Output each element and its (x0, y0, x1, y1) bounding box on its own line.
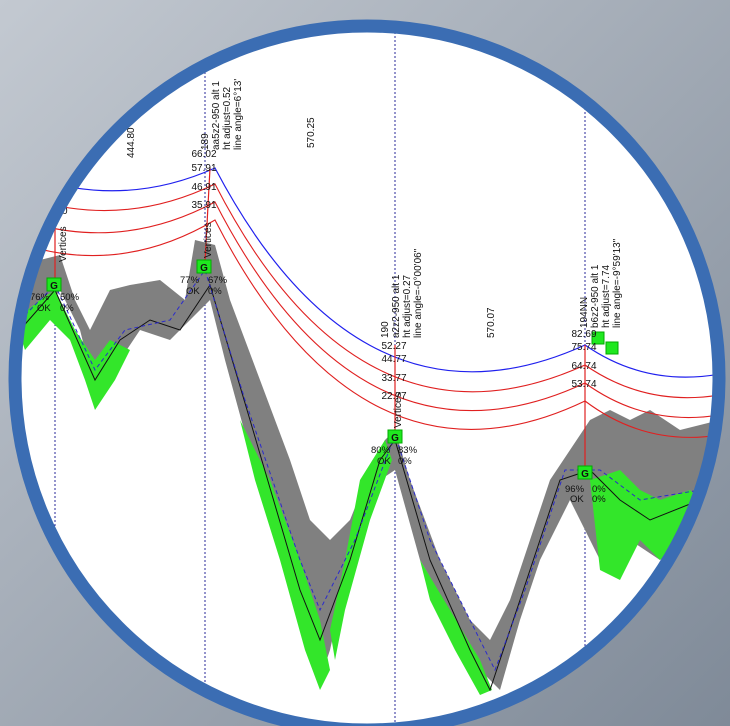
ground-line-blue (19, 268, 701, 672)
stat: 96% (565, 484, 585, 495)
elevation: 46.91 (191, 182, 216, 193)
stat: 0% (592, 494, 606, 505)
span-length: 570.07 (486, 307, 497, 338)
g-label: G (581, 469, 589, 480)
structure-name: 190 (380, 321, 391, 338)
elevation: 53.74 (571, 379, 596, 390)
stat: 67% (208, 275, 228, 286)
elevation: 52.27 (381, 341, 406, 352)
stat: 0% (60, 303, 74, 314)
structure-poles (54, 167, 586, 470)
elevation: 64.74 (571, 361, 596, 372)
ht-adjust: ht adjust=0.52 (222, 86, 233, 150)
stat: 83% (398, 445, 418, 456)
ground-line (19, 283, 701, 692)
elevation: 82.69 (571, 329, 596, 340)
conductor-blue (15, 164, 719, 378)
elevation: 33.77 (381, 373, 406, 384)
ht-adjust: ht adjust=0.27 (402, 274, 413, 338)
structure-type: b6z2-950 alt 1 (590, 264, 601, 328)
ground-green (15, 290, 710, 695)
g-label: G (391, 433, 399, 444)
line-angle: line angle=-9°59'13" (612, 238, 623, 328)
structure-name: 189 (200, 133, 211, 150)
g-label: G (200, 263, 208, 274)
vertices: Vertices (203, 222, 214, 258)
stat: 0% (398, 456, 412, 467)
conductors-red (15, 183, 719, 438)
stat: OK (37, 303, 51, 314)
elevation: 22.77 (381, 391, 406, 402)
stat: 76% (30, 292, 50, 303)
span-length: 570.25 (306, 117, 317, 148)
stat: OK (570, 494, 584, 505)
elevation: 44.77 (381, 354, 406, 365)
ht-adjust: ht adjust=7.74 (601, 264, 612, 328)
stat: 80% (371, 445, 391, 456)
stat: 77% (180, 275, 200, 286)
stat: 0% (592, 484, 606, 495)
vertices: Vertices (393, 392, 404, 428)
stat: OK (377, 456, 391, 467)
ground-gray (15, 240, 719, 690)
stat: 50% (60, 292, 80, 303)
vertices: Vertices (58, 226, 69, 262)
stat: OK (186, 286, 200, 297)
line-angle: line angle=6°13' (233, 79, 244, 150)
elevation: 66.02 (191, 149, 216, 160)
elevation: 57.91 (191, 163, 216, 174)
span-length: 444.80 (126, 127, 137, 158)
elevation: 75.74 (571, 342, 596, 353)
stat: 0% (208, 286, 222, 297)
g-label: G (50, 281, 58, 292)
structure-type: a2z2-950 alt 1 (391, 274, 402, 338)
structure-type: aa5z2-950 alt 1 (211, 81, 222, 150)
elevation: 35.91 (191, 200, 216, 211)
g-boxes (46, 259, 619, 480)
lens-ring (8, 19, 726, 726)
line-angle: line angle=-0°00'06" (413, 248, 424, 338)
structure-name: 194NN (579, 297, 590, 328)
